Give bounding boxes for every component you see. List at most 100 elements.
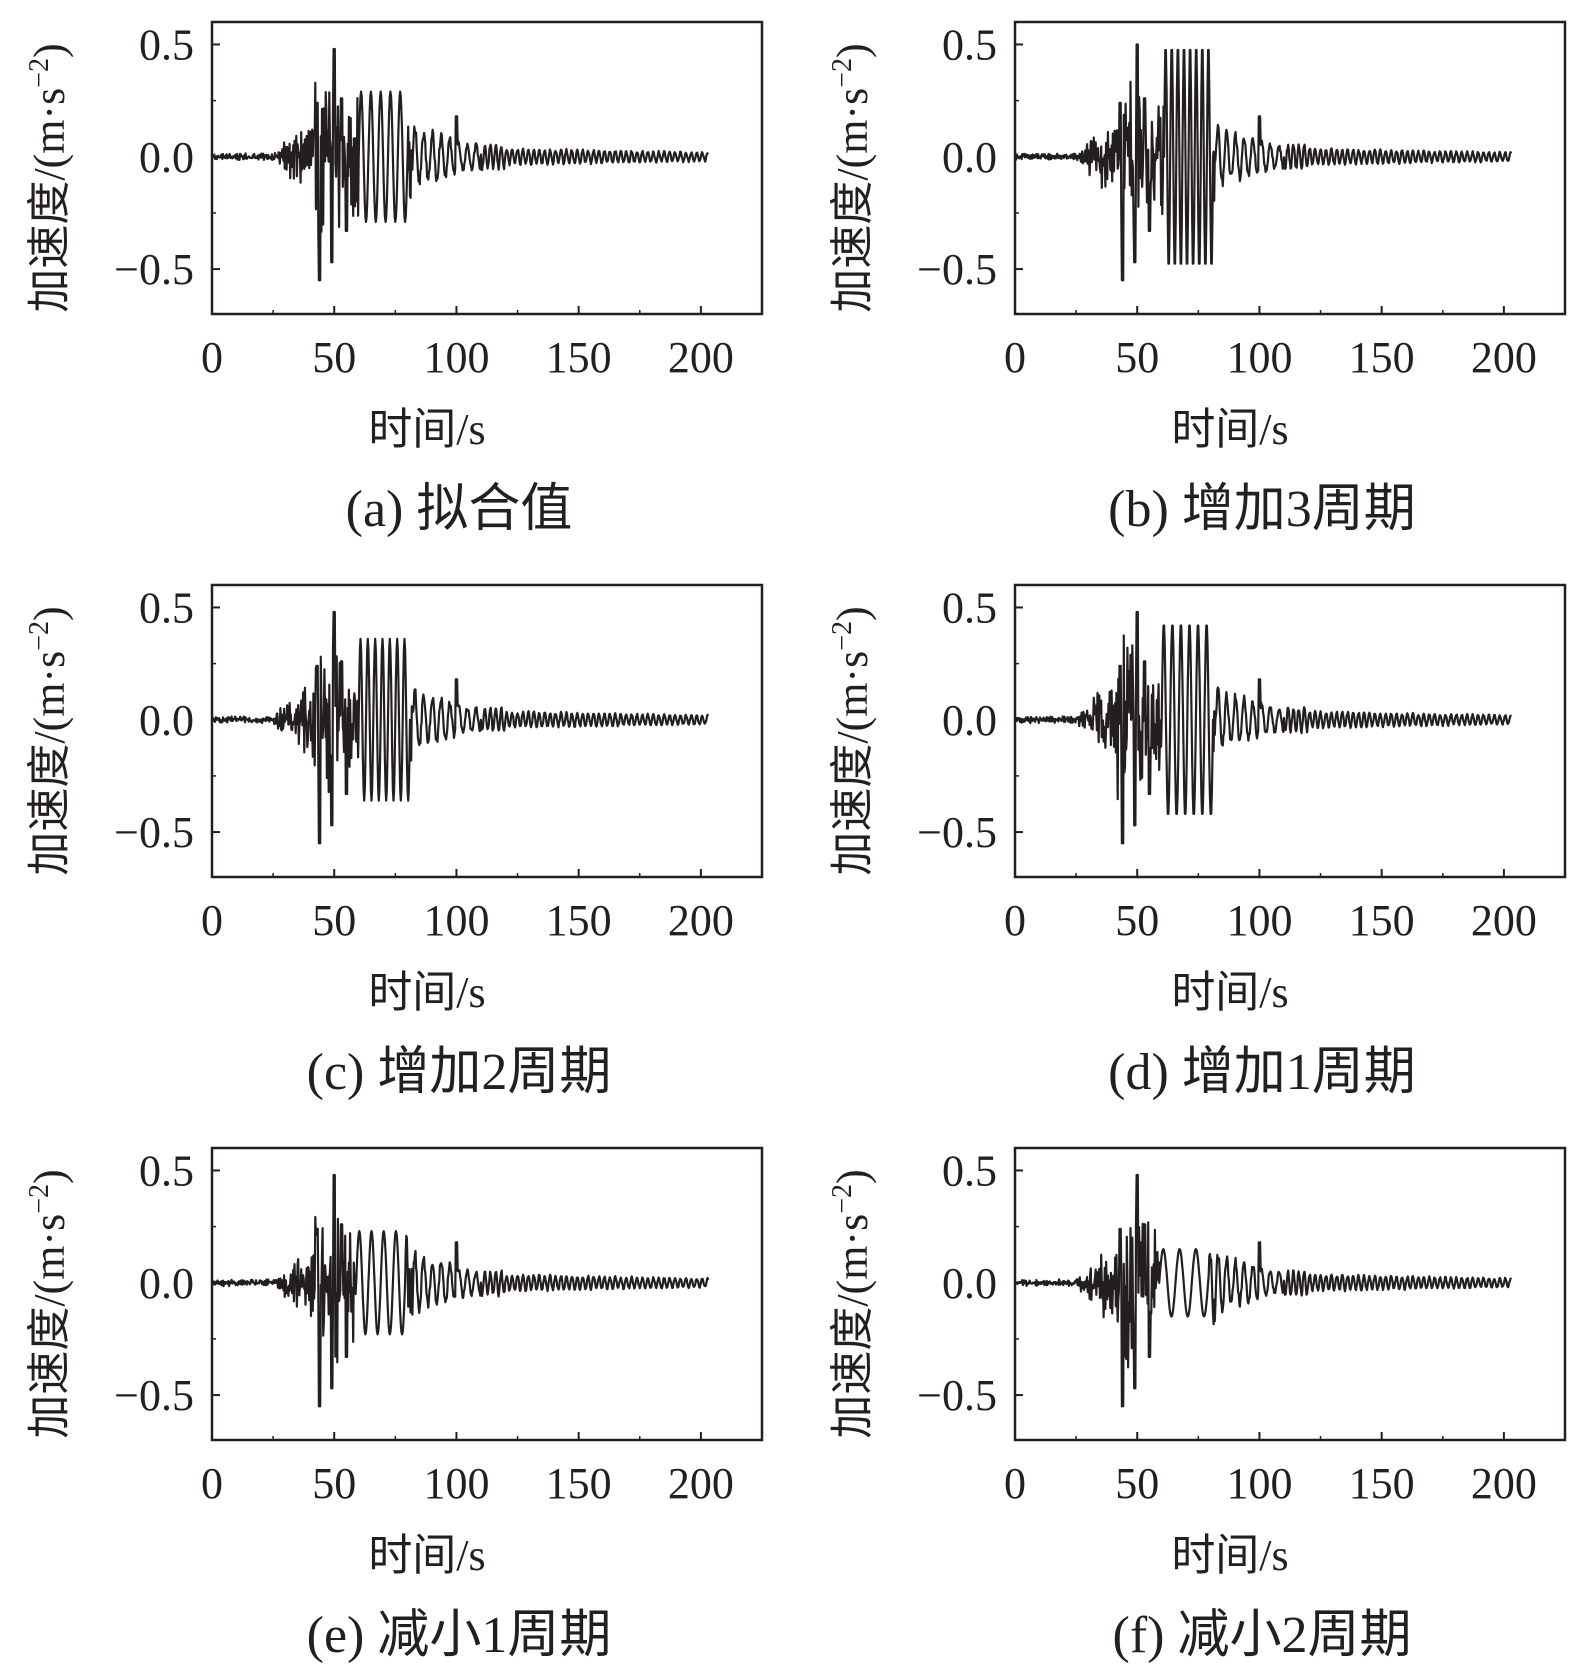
chart-panel-b: 0 50 100 150 200 0.5 0.0 −0.5 时间/s 加速度/(m·s−2) (b)…	[827, 20, 1567, 538]
y-tick-label: −0.5	[917, 245, 997, 294]
y-axis-title-exponent: −2	[24, 1184, 55, 1214]
x-tick-label: 0	[1004, 333, 1026, 382]
x-tick-label: 0	[1004, 1459, 1026, 1508]
x-tick-label: 50	[312, 1459, 356, 1508]
panel-caption-a: (a) 拟合值	[346, 481, 573, 538]
series-line-f	[1013, 1173, 1512, 1408]
x-tick-label: 200	[1471, 896, 1537, 945]
x-axis-title: 时间/s	[368, 1531, 485, 1580]
x-tick-label: 150	[1349, 1459, 1415, 1508]
x-tick-label: 0	[1004, 896, 1026, 945]
series-line-d	[1014, 610, 1513, 845]
panel-caption-d: (d) 增加1周期	[1108, 1044, 1416, 1101]
x-tick-label: 150	[1349, 896, 1415, 945]
x-axis-title: 时间/s	[1171, 405, 1288, 454]
y-axis-title-close: )	[828, 606, 877, 621]
chart-panel-c: 0 50 100 150 200 0.5 0.0 −0.5 时间/s 加速度/(m·s−2) (c)…	[24, 583, 764, 1101]
plot-frame	[210, 583, 764, 879]
x-tick-label: 50	[312, 896, 356, 945]
y-axis-title-main: 加速度/(m·s	[828, 651, 877, 876]
x-tick-label: 200	[668, 333, 734, 382]
y-tick-label: 0.5	[139, 20, 194, 69]
y-axis-title-exponent: −2	[827, 58, 858, 88]
x-tick-label: 200	[1471, 333, 1537, 382]
y-axis-title: 加速度/(m·s−2)	[24, 1169, 74, 1438]
chart-panel-a: 0 50 100 150 200 0.5 0.0 −0.5 时间/s 加速度/(m·s−2) (a)…	[24, 20, 764, 538]
x-tick-label: 100	[1226, 333, 1292, 382]
y-axis-title-exponent: −2	[24, 58, 55, 88]
y-axis-title-main: 加速度/(m·s	[25, 651, 74, 876]
plot-frame	[210, 20, 764, 316]
x-tick-label: 200	[1471, 1459, 1537, 1508]
y-tick-label: −0.5	[114, 1371, 194, 1420]
y-axis-title: 加速度/(m·s−2)	[827, 606, 877, 875]
panel-caption-e: (e) 减小1周期	[307, 1607, 612, 1664]
y-tick-label: 0.0	[942, 133, 997, 182]
x-tick-label: 150	[1349, 333, 1415, 382]
x-tick-label: 0	[201, 333, 223, 382]
x-tick-label: 50	[1115, 896, 1159, 945]
series-line-c	[211, 610, 710, 845]
y-tick-label: 0.0	[139, 1259, 194, 1308]
panel-caption-b: (b) 增加3周期	[1108, 481, 1416, 538]
x-tick-label: 150	[546, 1459, 612, 1508]
y-tick-label: 0.5	[942, 1146, 997, 1195]
x-axis-title: 时间/s	[368, 405, 485, 454]
plot-frame	[1013, 1146, 1567, 1442]
x-tick-label: 50	[312, 333, 356, 382]
x-tick-label: 200	[668, 1459, 734, 1508]
plot-frame	[1013, 20, 1567, 316]
plot-frame	[1013, 583, 1567, 879]
panel-caption-c: (c) 增加2周期	[307, 1044, 612, 1101]
y-axis-title-close: )	[828, 1169, 877, 1184]
y-axis-title-close: )	[25, 606, 74, 621]
y-axis-title-main: 加速度/(m·s	[25, 88, 74, 313]
y-axis-title-close: )	[25, 1169, 74, 1184]
chart-panel-e: 0 50 100 150 200 0.5 0.0 −0.5 时间/s 加速度/(m·s−2) (e)…	[24, 1146, 764, 1664]
y-tick-label: 0.5	[942, 583, 997, 632]
x-tick-label: 100	[423, 1459, 489, 1508]
y-tick-label: 0.5	[139, 1146, 194, 1195]
x-tick-label: 150	[546, 896, 612, 945]
y-axis-title-main: 加速度/(m·s	[25, 1214, 74, 1439]
x-axis-title: 时间/s	[1171, 1531, 1288, 1580]
y-tick-label: 0.0	[942, 696, 997, 745]
y-tick-label: 0.0	[139, 696, 194, 745]
x-axis-title: 时间/s	[1171, 968, 1288, 1017]
x-tick-label: 50	[1115, 333, 1159, 382]
y-tick-label: −0.5	[917, 808, 997, 857]
x-tick-label: 0	[201, 1459, 223, 1508]
y-axis-title-close: )	[828, 43, 877, 58]
plot-frame	[210, 1146, 764, 1442]
y-tick-label: 0.0	[139, 133, 194, 182]
x-tick-label: 100	[423, 333, 489, 382]
y-axis-title-exponent: −2	[827, 1184, 858, 1214]
x-tick-label: 100	[423, 896, 489, 945]
y-axis-title: 加速度/(m·s−2)	[827, 43, 877, 312]
y-axis-title-main: 加速度/(m·s	[828, 88, 877, 313]
y-axis-title: 加速度/(m·s−2)	[24, 43, 74, 312]
x-tick-label: 150	[546, 333, 612, 382]
series-line-a	[211, 47, 710, 282]
y-tick-label: 0.5	[139, 583, 194, 632]
x-tick-label: 200	[668, 896, 734, 945]
y-axis-title-main: 加速度/(m·s	[828, 1214, 877, 1439]
y-tick-label: −0.5	[917, 1371, 997, 1420]
series-line-e	[211, 1173, 710, 1408]
x-tick-label: 100	[1226, 1459, 1292, 1508]
x-tick-label: 50	[1115, 1459, 1159, 1508]
y-axis-title: 加速度/(m·s−2)	[827, 1169, 877, 1438]
panel-caption-f: (f) 减小2周期	[1113, 1607, 1412, 1664]
y-tick-label: −0.5	[114, 808, 194, 857]
series-line-b	[1013, 43, 1513, 282]
x-axis-title: 时间/s	[368, 968, 485, 1017]
x-tick-label: 100	[1226, 896, 1292, 945]
y-axis-title-exponent: −2	[827, 621, 858, 651]
chart-panel-d: 0 50 100 150 200 0.5 0.0 −0.5 时间/s 加速度/(m·s−2) (d)…	[827, 583, 1567, 1101]
chart-panel-f: 0 50 100 150 200 0.5 0.0 −0.5 时间/s 加速度/(m·s−2) (f)…	[827, 1146, 1567, 1664]
y-axis-title-close: )	[25, 43, 74, 58]
y-axis-title-exponent: −2	[24, 621, 55, 651]
y-tick-label: 0.0	[942, 1259, 997, 1308]
x-tick-label: 0	[201, 896, 223, 945]
